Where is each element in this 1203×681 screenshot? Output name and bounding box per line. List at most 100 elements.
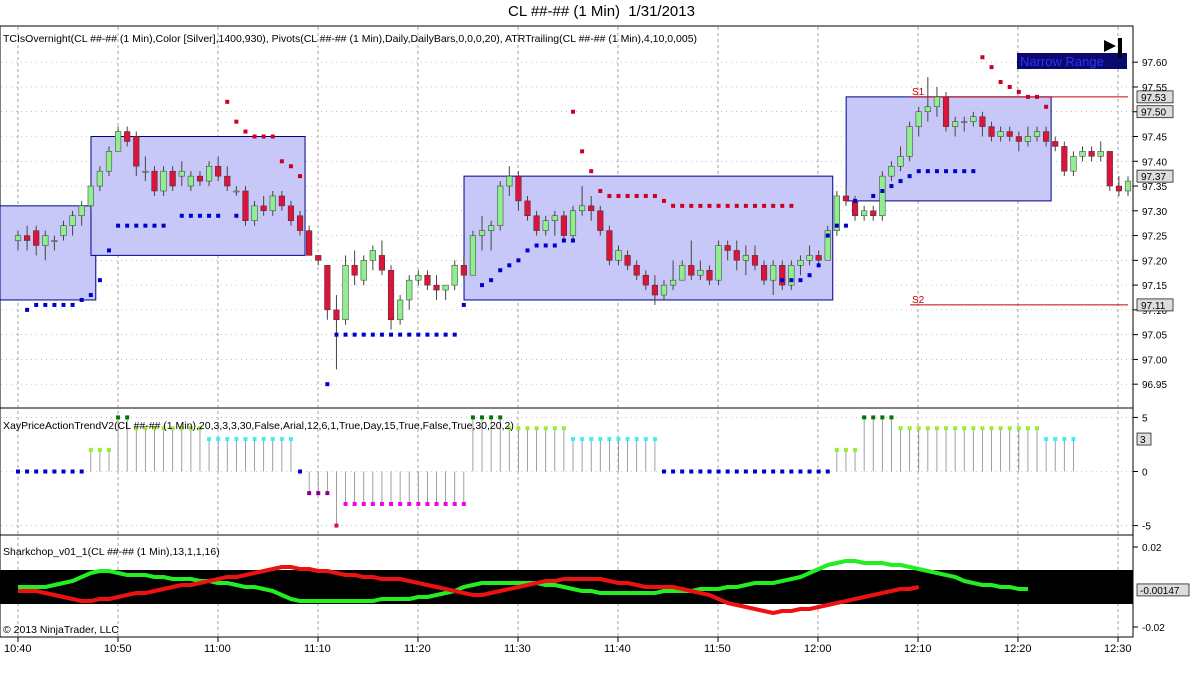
price-marker-box — [1136, 169, 1174, 183]
candle-body — [551, 215, 558, 221]
trend-dot — [762, 469, 767, 474]
candle-body — [1070, 156, 1077, 172]
trend-dot — [534, 426, 539, 431]
trend-dot — [434, 501, 439, 506]
trend-dot — [634, 437, 639, 442]
trend-dot — [716, 469, 721, 474]
trend-dot — [325, 491, 330, 496]
candle-body — [979, 116, 986, 127]
trend-dot — [643, 437, 648, 442]
trend-dot — [34, 469, 39, 474]
pointer-icon — [1104, 38, 1122, 58]
candle-body — [1079, 151, 1086, 157]
trail-dot-blue — [398, 332, 403, 337]
candle-body — [633, 265, 640, 276]
candle-body — [815, 255, 822, 261]
price-marker-label: 97.11 — [1141, 301, 1166, 312]
price-tick-label: 97.60 — [1142, 58, 1167, 69]
trail-dot-blue — [389, 332, 394, 337]
trend-dot — [70, 469, 75, 474]
trail-dot-blue — [971, 169, 976, 174]
candle-body — [415, 274, 422, 281]
trend-dot — [825, 469, 830, 474]
trail-dot-blue — [489, 278, 494, 283]
candle-body — [706, 270, 713, 281]
x-tick-label: 10:50 — [104, 643, 132, 655]
trend-dot — [1016, 426, 1021, 431]
trail-dot-blue — [480, 283, 485, 288]
trail-dot-blue — [52, 302, 57, 307]
candle-body — [1006, 131, 1013, 137]
trail-dot-blue — [561, 238, 566, 243]
trend-dot — [452, 501, 457, 506]
trend-dot — [270, 437, 275, 442]
sharkchop-marker-label: -0.00147 — [1140, 586, 1180, 597]
sharkchop-tick-label: 0.02 — [1142, 543, 1162, 554]
trail-dot-red — [980, 55, 985, 60]
chart-title: CL ##-## (1 Min) 1/31/2013 — [0, 3, 1203, 20]
candle-body — [742, 255, 749, 261]
trend-dot — [589, 437, 594, 442]
narrow-range-box — [0, 205, 97, 301]
trail-dot-red — [725, 203, 730, 208]
trend-dot — [343, 501, 348, 506]
trail-dot-red — [707, 203, 712, 208]
trend-dot — [898, 426, 903, 431]
candle-body — [533, 215, 540, 231]
trend-dot — [607, 437, 612, 442]
trail-dot-red — [752, 203, 757, 208]
trend-dot — [652, 437, 657, 442]
candle-body — [1015, 136, 1022, 142]
trail-dot-blue — [43, 302, 48, 307]
candle-body — [824, 230, 831, 261]
candle-body — [369, 250, 376, 261]
candle-body — [542, 220, 549, 231]
trail-dot-blue — [907, 174, 912, 179]
trail-dot-red — [1016, 89, 1021, 94]
candle-body — [306, 230, 313, 256]
trail-dot-red — [998, 80, 1003, 85]
candle-body — [1024, 136, 1031, 142]
candle-body — [160, 170, 167, 192]
candle-body — [688, 265, 695, 276]
trend-dot — [934, 426, 939, 431]
candle-body — [942, 96, 950, 127]
x-tick-label: 11:50 — [704, 643, 731, 655]
trend-dot — [680, 469, 685, 474]
candle-body — [660, 284, 668, 296]
trail-dot-red — [680, 203, 685, 208]
candle-body — [952, 121, 959, 127]
trend-dot — [925, 426, 930, 431]
trail-dot-blue — [816, 263, 821, 268]
candle-body — [433, 284, 440, 291]
candle-body — [870, 210, 877, 217]
x-axis-labels: 10:40 10:50 11:00 11:10 11:20 11:30 11:40 11:50… — [4, 643, 1132, 655]
candle-body — [233, 190, 240, 193]
trend-dot — [598, 437, 603, 442]
price-tick-label: 97.40 — [1142, 157, 1167, 168]
candle-body — [60, 225, 67, 236]
trend-dot — [1007, 426, 1012, 431]
trail-dot-blue — [334, 332, 339, 337]
trend-dot — [188, 426, 193, 431]
trend-dot — [907, 426, 912, 431]
trend-dot — [288, 437, 293, 442]
candle-body — [1033, 131, 1041, 137]
candle-body — [133, 136, 140, 167]
trail-dot-red — [288, 164, 293, 169]
trend-dot — [389, 501, 394, 506]
trend-value-box — [1136, 432, 1152, 446]
candle-body — [715, 245, 722, 281]
candle-body — [806, 255, 813, 261]
trend-dot — [489, 415, 494, 420]
trend-dot — [871, 415, 876, 420]
x-tick-label: 12:00 — [804, 643, 832, 655]
candle-body — [333, 309, 340, 321]
candle-body — [933, 96, 941, 108]
trail-dot-red — [643, 193, 648, 198]
trend-dot — [379, 501, 384, 506]
trend-dot — [161, 426, 166, 431]
candle-body — [988, 126, 995, 137]
copyright: © 2013 NinjaTrader, LLC — [3, 624, 119, 636]
